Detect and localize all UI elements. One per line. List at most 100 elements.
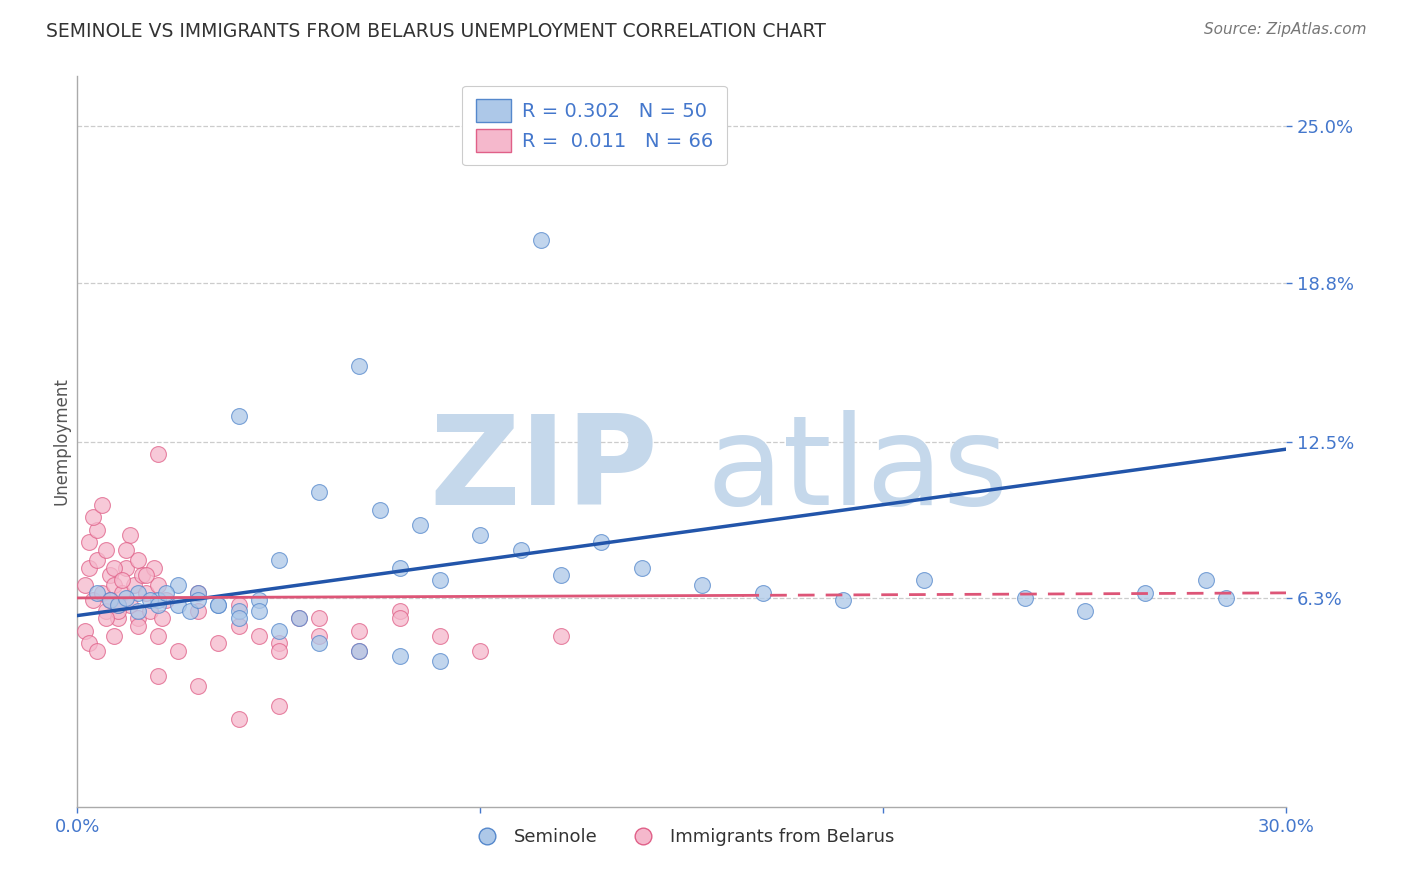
Point (98, 593, 121, 607)
Point (90, 498, 112, 512)
Point (98, 593, 121, 607)
Point (103, 629, 125, 643)
Point (388, 560, 411, 574)
Point (1014, 591, 1036, 605)
Point (114, 591, 136, 605)
Point (429, 574, 451, 588)
Point (111, 586, 134, 600)
Point (122, 578, 145, 592)
Point (139, 603, 162, 617)
Point (167, 599, 190, 613)
Point (135, 568, 157, 582)
Point (75, 624, 97, 638)
Point (187, 603, 209, 617)
Point (349, 644, 371, 658)
Point (509, 543, 531, 558)
Point (912, 574, 935, 588)
Point (155, 593, 177, 607)
Point (107, 599, 129, 613)
Y-axis label: Unemployment: Unemployment (52, 377, 70, 506)
Point (267, 699, 290, 714)
Point (267, 636, 290, 650)
Point (308, 629, 330, 643)
Point (288, 611, 311, 625)
Point (94, 611, 117, 625)
Point (207, 599, 229, 613)
Point (530, 233, 553, 247)
Point (94, 603, 117, 617)
Point (288, 611, 311, 625)
Point (1135, 586, 1157, 600)
Point (308, 611, 330, 625)
Point (79, 535, 101, 549)
Point (247, 629, 270, 643)
Point (470, 644, 492, 658)
Point (368, 502, 391, 516)
Point (146, 599, 169, 613)
Point (114, 560, 136, 574)
Point (142, 560, 165, 574)
Point (228, 611, 250, 625)
Point (308, 636, 330, 650)
Point (139, 593, 162, 607)
Point (470, 528, 492, 542)
Point (388, 611, 411, 625)
Point (146, 578, 169, 592)
Point (146, 593, 169, 607)
Point (146, 669, 169, 683)
Point (127, 603, 149, 617)
Point (228, 603, 250, 617)
Point (228, 409, 250, 424)
Point (107, 599, 129, 613)
Point (207, 599, 229, 613)
Text: Source: ZipAtlas.com: Source: ZipAtlas.com (1204, 22, 1367, 37)
Point (155, 586, 177, 600)
Point (247, 593, 270, 607)
Point (388, 648, 411, 663)
Point (131, 568, 153, 582)
Point (90, 586, 112, 600)
Point (103, 578, 125, 592)
Point (247, 603, 270, 617)
Point (111, 574, 134, 588)
Point (107, 611, 129, 625)
Point (591, 535, 613, 549)
Point (349, 644, 371, 658)
Point (409, 517, 432, 532)
Point (82, 593, 104, 607)
Point (1215, 591, 1237, 605)
Point (146, 447, 169, 461)
Point (167, 578, 190, 592)
Point (349, 624, 371, 638)
Point (1074, 603, 1097, 617)
Point (1195, 574, 1218, 588)
Point (267, 553, 290, 567)
Point (146, 629, 169, 643)
Point (118, 528, 141, 542)
Point (127, 586, 149, 600)
Point (107, 603, 129, 617)
Point (135, 586, 157, 600)
Text: ZIP: ZIP (429, 410, 658, 532)
Point (98, 568, 121, 582)
Point (388, 603, 411, 617)
Point (187, 593, 209, 607)
Point (79, 636, 101, 650)
Point (114, 543, 136, 558)
Point (429, 654, 451, 668)
Text: atlas: atlas (706, 410, 1008, 532)
Point (751, 586, 773, 600)
Point (86, 553, 108, 567)
Point (82, 510, 104, 524)
Point (187, 586, 209, 600)
Point (118, 599, 141, 613)
Point (167, 644, 190, 658)
Text: SEMINOLE VS IMMIGRANTS FROM BELARUS UNEMPLOYMENT CORRELATION CHART: SEMINOLE VS IMMIGRANTS FROM BELARUS UNEM… (46, 22, 827, 41)
Point (103, 560, 125, 574)
Point (94, 543, 117, 558)
Point (228, 712, 250, 726)
Point (207, 636, 229, 650)
Point (267, 624, 290, 638)
Point (429, 629, 451, 643)
Point (86, 644, 108, 658)
